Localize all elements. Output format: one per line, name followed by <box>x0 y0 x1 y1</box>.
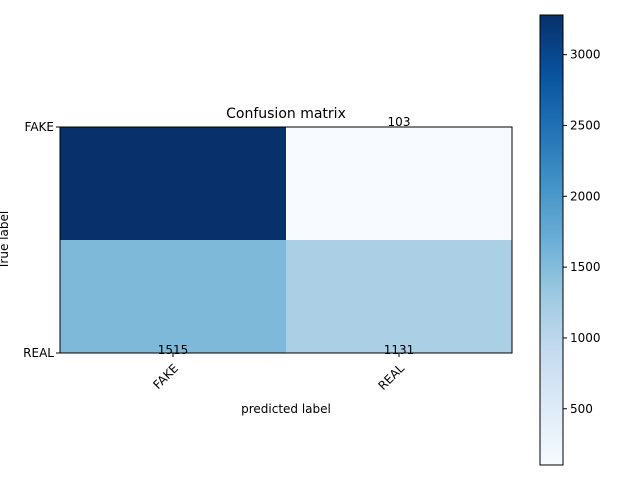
colorbar-ticks: 500 1000 1500 2000 2500 3000 <box>563 48 601 416</box>
cell-labels: 103 1515 1131 <box>158 115 415 357</box>
colorbar <box>539 14 564 466</box>
heatmap-cell <box>60 240 286 353</box>
chart-title: Confusion matrix <box>226 106 346 122</box>
cell-value-label: 1515 <box>158 343 189 357</box>
colorbar-tick-label: 1000 <box>570 331 601 345</box>
y-axis-ticks: FAKE REAL <box>23 120 60 360</box>
x-axis-ticks: FAKE REAL <box>150 353 407 393</box>
y-axis-label: True label <box>0 211 11 270</box>
y-tick-label: FAKE <box>25 120 54 134</box>
x-axis-label: predicted label <box>241 402 331 416</box>
plot-frame <box>59 126 513 354</box>
colorbar-tick-label: 2000 <box>570 189 601 203</box>
heatmap-cell <box>60 127 286 240</box>
colorbar-tick-label: 500 <box>570 402 593 416</box>
cell-value-label: 1131 <box>384 343 415 357</box>
y-tick-label: REAL <box>23 346 54 360</box>
x-tick-label: REAL <box>375 361 407 393</box>
colorbar-tick-label: 3000 <box>570 48 601 62</box>
heatmap-cell <box>286 240 512 353</box>
colorbar-tick-label: 1500 <box>570 260 601 274</box>
heatmap-cells <box>60 127 512 353</box>
x-tick-label: FAKE <box>150 361 181 392</box>
heatmap-cell <box>286 127 512 240</box>
colorbar-tick-label: 2500 <box>570 118 601 132</box>
cell-value-label: 103 <box>388 115 411 129</box>
